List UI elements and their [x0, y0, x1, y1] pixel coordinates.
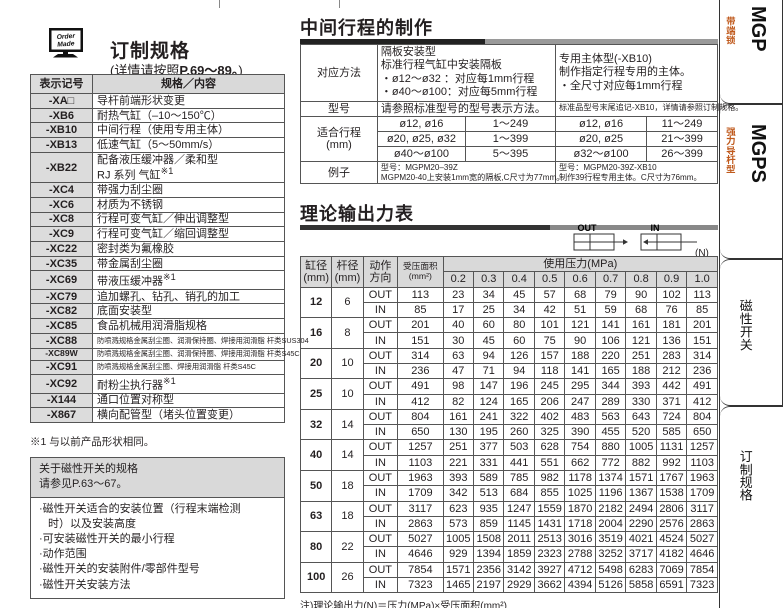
svg-text:IN: IN [651, 224, 660, 233]
svg-text:Made: Made [57, 40, 75, 48]
svg-text:Order: Order [56, 33, 75, 41]
svg-text:OUT: OUT [578, 224, 598, 233]
